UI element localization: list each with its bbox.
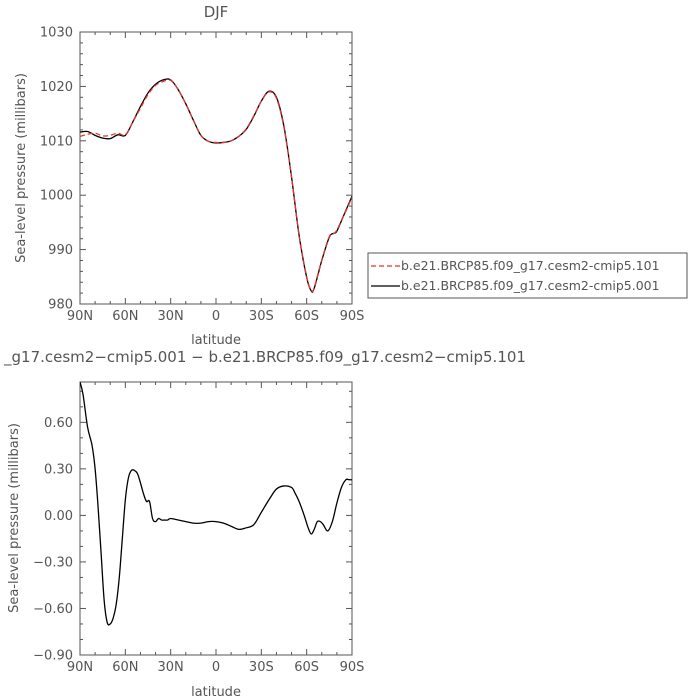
bottom-chart-plot-area: 90N 60N 30N 0 30S 60S 90S −0.90 −0.60 −0.30 0.00 0.…	[33, 381, 365, 675]
bottom-chart-title: _g17.cesm2−cmip5.001 − b.e21.BRCP85.f09_…	[3, 348, 526, 367]
legend-box	[367, 252, 688, 299]
y-tick-label: 0.00	[44, 509, 73, 524]
x-tick-label: 60N	[112, 309, 138, 324]
y-tick-label: −0.60	[33, 602, 73, 617]
y-tick-label: 0.60	[44, 416, 73, 431]
y-tick-label: 1020	[40, 80, 73, 95]
y-tick-label: 1010	[40, 134, 73, 149]
y-tick-label: 0.30	[44, 462, 73, 477]
series-line-0	[80, 382, 352, 626]
top-chart-panel: DJF 90N 60N 30N 0 30S 60S 90S 980 990 1000 1010 102…	[14, 3, 688, 348]
y-tick-label: 980	[48, 298, 73, 313]
series-line-0	[80, 79, 352, 293]
x-tick-label: 0	[212, 660, 220, 675]
x-tick-label: 0	[212, 309, 220, 324]
plot-frame	[79, 381, 353, 656]
bottom-chart-x-axis-label: latitude	[191, 685, 241, 700]
x-tick-label: 90N	[67, 309, 93, 324]
x-tick-label: 90N	[67, 660, 93, 675]
top-chart-x-axis-label: latitude	[191, 333, 241, 348]
y-tick-label: −0.90	[33, 649, 73, 664]
top-chart-y-axis-label: Sea-level pressure (millibars)	[14, 73, 29, 263]
top-chart-plot-area: 90N 60N 30N 0 30S 60S 90S 980 990 1000 1010 1020 103…	[40, 26, 364, 325]
y-tick-label: −0.30	[33, 555, 73, 570]
plot-frame	[79, 31, 353, 305]
x-tick-label: 60N	[112, 660, 138, 675]
top-chart-legend: b.e21.BRCP85.f09_g17.cesm2-cmip5.101 b.e…	[367, 252, 688, 299]
x-tick-label: 30S	[249, 660, 274, 675]
y-tick-label: 1030	[40, 26, 73, 41]
legend-label-series-101: b.e21.BRCP85.f09_g17.cesm2-cmip5.101	[401, 258, 660, 273]
x-tick-label: 90S	[340, 309, 365, 324]
x-tick-label: 60S	[294, 309, 319, 324]
bottom-chart-panel: _g17.cesm2−cmip5.001 − b.e21.BRCP85.f09_…	[3, 348, 526, 700]
top-chart-title: DJF	[204, 3, 229, 21]
x-tick-label: 60S	[294, 660, 319, 675]
x-tick-label: 90S	[340, 660, 365, 675]
series-line-1	[80, 78, 352, 293]
x-tick-label: 30N	[158, 309, 184, 324]
y-tick-label: 990	[48, 243, 73, 258]
bottom-chart-y-axis-label: Sea-level pressure (millibars)	[7, 423, 22, 613]
legend-label-series-001: b.e21.BRCP85.f09_g17.cesm2-cmip5.001	[401, 278, 660, 293]
x-tick-label: 30S	[249, 309, 274, 324]
x-tick-label: 30N	[158, 660, 184, 675]
y-tick-label: 1000	[40, 189, 73, 204]
